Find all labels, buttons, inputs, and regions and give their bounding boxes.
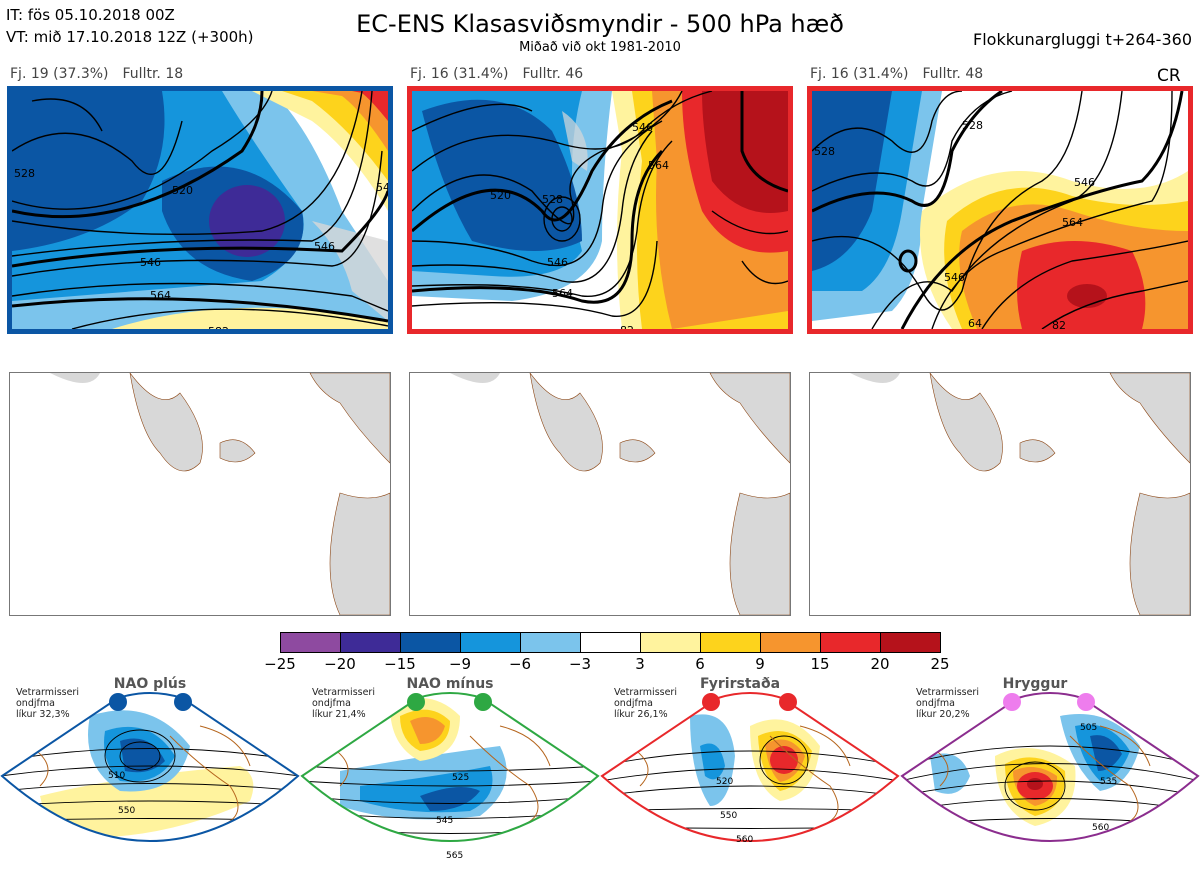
contour-label: 528 (962, 119, 983, 132)
contour-label: 64 (968, 317, 982, 329)
contour-label: 505 (1080, 723, 1097, 733)
colorbar-tick-label: 6 (695, 655, 705, 673)
cluster-map-2: 546 564 528 520 546 564 82 (407, 86, 793, 334)
colorbar-tick-label: 20 (870, 655, 890, 673)
contour-label: 546 (1074, 176, 1095, 189)
panel-1-label: Fj. 19 (37.3%) Fulltr. 18 (10, 66, 197, 82)
header-left: IT: fös 05.10.2018 00Z VT: mið 17.10.201… (6, 4, 254, 48)
regime-dot (1077, 693, 1095, 711)
contour-label: 546 (632, 121, 653, 134)
colorbar-swatch (640, 632, 701, 653)
contour-label: 545 (436, 816, 453, 826)
contour-label: 565 (446, 851, 463, 861)
regime-title: Fyrirstaða (699, 676, 781, 692)
contour-label: 520 (716, 777, 733, 787)
contour-label: 546 (944, 271, 965, 284)
empty-map-2 (409, 372, 791, 616)
contour-label: 564 (648, 159, 669, 172)
colorbar-tick-label: −9 (448, 655, 472, 673)
colorbar-swatch (880, 632, 941, 653)
colorbar-swatch (340, 632, 401, 653)
panel-3-count: Fj. 16 (31.4%) (810, 66, 909, 82)
contour-label: 510 (108, 771, 125, 781)
colorbar-tick-label: 3 (635, 655, 645, 673)
regime-nao-plus: NAO plús Vetrarmisseri ondjfma líkur 32,… (0, 676, 300, 871)
regime-dot (407, 693, 425, 711)
cluster-map-1: 528 520 546 564 546 582 546 (7, 86, 393, 334)
page-title: EC-ENS Klasasviðsmyndir - 500 hPa hæð (356, 10, 844, 38)
regime-dot (702, 693, 720, 711)
colorbar-swatch (520, 632, 581, 653)
regime-title: Hryggur (1002, 676, 1068, 692)
panel-2-count: Fj. 16 (31.4%) (410, 66, 509, 82)
contour-label: 82 (620, 324, 634, 329)
colorbar-tick-label: −3 (568, 655, 592, 673)
colorbar-swatch (400, 632, 461, 653)
cluster-map-3: 528 528 546 564 546 64 82 (807, 86, 1193, 334)
contour-label: 546 (140, 256, 161, 269)
panel-1-count: Fj. 19 (37.3%) (10, 66, 109, 82)
contour-label: 528 (814, 145, 835, 158)
colorbar-tick-label: −20 (324, 655, 356, 673)
colorbar-tick-label: −15 (384, 655, 416, 673)
contour-label: 582 (208, 325, 229, 329)
regime-note: Vetrarmisseri ondjfma líkur 20,2% (916, 687, 979, 720)
contour-label: 546 (376, 181, 388, 194)
regime-note: Vetrarmisseri ondjfma líkur 21,4% (312, 687, 375, 720)
colorbar-swatch (700, 632, 761, 653)
empty-map-3 (809, 372, 1191, 616)
contour-label: 82 (1052, 319, 1066, 329)
contour-label: 550 (118, 806, 135, 816)
contour-label: 564 (150, 289, 171, 302)
regime-dot (474, 693, 492, 711)
colorbar-tick-label: −25 (264, 655, 296, 673)
contour-label: 535 (1100, 777, 1117, 787)
contour-label: 525 (452, 773, 469, 783)
panel-2-member: Fulltr. 46 (522, 66, 584, 82)
panel-3-label: Fj. 16 (31.4%) Fulltr. 48 (810, 66, 997, 82)
panel-3-member: Fulltr. 48 (922, 66, 984, 82)
contour-label: 546 (314, 240, 335, 253)
colorbar-swatch (280, 632, 341, 653)
valid-time: VT: mið 17.10.2018 12Z (+300h) (6, 28, 254, 46)
regime-nao-minus: NAO mínus Vetrarmisseri ondjfma líkur 21… (300, 676, 600, 871)
empty-map-1 (9, 372, 391, 616)
regime-dot (1003, 693, 1021, 711)
contour-label: 564 (1062, 216, 1083, 229)
contour-label: 520 (172, 184, 193, 197)
colorbar-tick-label: 25 (930, 655, 950, 673)
colorbar-tick-label: 15 (810, 655, 830, 673)
contour-label: 546 (547, 256, 568, 269)
colorbar-swatch (580, 632, 641, 653)
regime-blocking: Fyrirstaða Vetrarmisseri ondjfma líkur 2… (600, 676, 900, 871)
init-time: IT: fös 05.10.2018 00Z (6, 6, 175, 24)
colorbar-swatch (760, 632, 821, 653)
regime-title: NAO mínus (406, 676, 494, 692)
colorbar-swatch (820, 632, 881, 653)
regime-ridge: Hryggur Vetrarmisseri ondjfma líkur 20,2… (900, 676, 1200, 871)
panel-1-member: Fulltr. 18 (122, 66, 184, 82)
regime-title: NAO plús (113, 676, 187, 692)
page-subtitle: Miðað við okt 1981-2010 (519, 40, 681, 55)
regime-dot (174, 693, 192, 711)
regime-note: Vetrarmisseri ondjfma líkur 26,1% (614, 687, 677, 720)
contour-label: 520 (490, 189, 511, 202)
contour-label: 560 (736, 835, 753, 845)
colorbar-swatch (460, 632, 521, 653)
contour-label: 528 (14, 167, 35, 180)
cr-label: CR (1157, 66, 1181, 86)
panel-2-label: Fj. 16 (31.4%) Fulltr. 46 (410, 66, 597, 82)
contour-label: 564 (552, 287, 573, 300)
contour-label: 560 (1092, 823, 1109, 833)
contour-label: 550 (720, 811, 737, 821)
colorbar-tick-label: 9 (755, 655, 765, 673)
regime-dot (779, 693, 797, 711)
contour-label: 528 (542, 193, 563, 206)
colorbar (280, 632, 941, 657)
colorbar-tick-label: −6 (508, 655, 532, 673)
classification-window: Flokkunargluggi t+264-360 (973, 30, 1192, 49)
regime-dot (109, 693, 127, 711)
regime-note: Vetrarmisseri ondjfma líkur 32,3% (16, 687, 79, 720)
